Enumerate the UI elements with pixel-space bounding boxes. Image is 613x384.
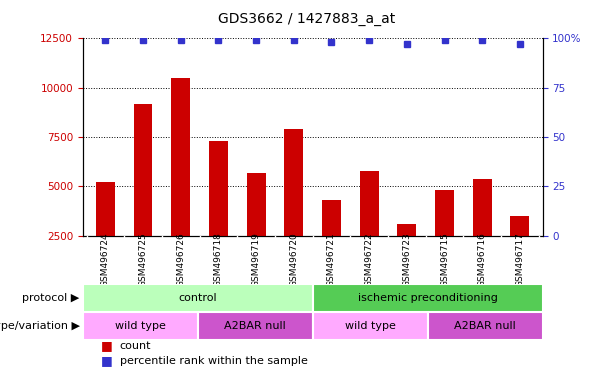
Text: GDS3662 / 1427883_a_at: GDS3662 / 1427883_a_at	[218, 12, 395, 25]
Text: GSM496724: GSM496724	[101, 232, 110, 287]
Bar	[435, 190, 454, 236]
Bar	[209, 141, 228, 236]
Bar	[134, 104, 153, 236]
Text: GSM496722: GSM496722	[365, 232, 374, 287]
Text: GSM496716: GSM496716	[478, 232, 487, 287]
Text: A2BAR null: A2BAR null	[454, 321, 516, 331]
Bar	[313, 284, 543, 312]
Bar	[284, 129, 303, 236]
Text: GSM496726: GSM496726	[176, 232, 185, 287]
Text: GSM496715: GSM496715	[440, 232, 449, 287]
Text: wild type: wild type	[345, 321, 395, 331]
Bar	[83, 284, 313, 312]
Bar	[473, 179, 492, 236]
Text: protocol ▶: protocol ▶	[23, 293, 80, 303]
Text: GSM496718: GSM496718	[214, 232, 223, 287]
Text: ■: ■	[101, 354, 113, 367]
Bar	[322, 200, 341, 236]
Bar	[428, 312, 543, 340]
Text: ischemic preconditioning: ischemic preconditioning	[357, 293, 498, 303]
Bar	[397, 224, 416, 236]
Text: percentile rank within the sample: percentile rank within the sample	[120, 356, 307, 366]
Text: GSM496723: GSM496723	[402, 232, 411, 287]
Bar	[83, 312, 197, 340]
Bar	[171, 78, 190, 236]
Text: count: count	[120, 341, 151, 351]
Bar	[360, 170, 379, 236]
Text: GSM496719: GSM496719	[251, 232, 261, 287]
Bar	[313, 312, 428, 340]
Bar	[96, 182, 115, 236]
Text: A2BAR null: A2BAR null	[224, 321, 286, 331]
Text: genotype/variation ▶: genotype/variation ▶	[0, 321, 80, 331]
Bar	[197, 312, 313, 340]
Bar	[511, 216, 529, 236]
Bar	[246, 173, 265, 236]
Text: wild type: wild type	[115, 321, 166, 331]
Text: GSM496717: GSM496717	[516, 232, 524, 287]
Text: GSM496721: GSM496721	[327, 232, 336, 287]
Text: control: control	[178, 293, 217, 303]
Text: GSM496725: GSM496725	[139, 232, 148, 287]
Text: ■: ■	[101, 339, 113, 352]
Text: GSM496720: GSM496720	[289, 232, 299, 287]
